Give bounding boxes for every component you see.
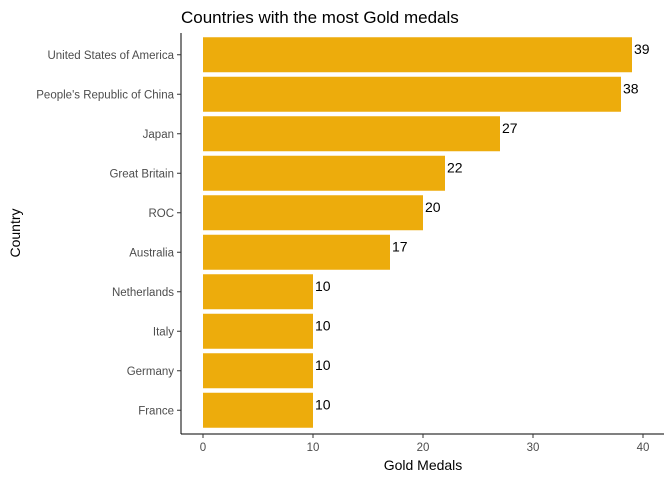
y-tick-label: ROC [148, 208, 174, 220]
bar [203, 392, 313, 428]
plot-area: 39 38 27 22 20 17 10 10 10 10 [203, 37, 650, 428]
y-tick-label: Australia [129, 247, 174, 259]
data-label: 22 [447, 159, 463, 175]
y-tick-label: People's Republic of China [36, 89, 174, 101]
data-label: 10 [315, 317, 331, 333]
bar [203, 353, 313, 389]
y-tick-label: Great Britain [109, 168, 174, 180]
x-tick-label: 20 [417, 442, 430, 454]
bar [203, 234, 390, 270]
bar [203, 116, 500, 152]
data-label: 17 [392, 238, 408, 254]
data-label: 10 [315, 396, 331, 412]
data-label: 10 [315, 357, 331, 373]
y-axis-title: Country [7, 208, 23, 257]
bar [203, 155, 445, 191]
y-tick-label: Japan [143, 129, 174, 141]
x-tick-label: 10 [307, 442, 320, 454]
y-tick-label: Netherlands [112, 287, 174, 299]
bar [203, 76, 621, 112]
x-axis-ticks: 0 10 20 30 40 [200, 434, 650, 454]
x-axis-title: Gold Medals [384, 457, 463, 473]
x-tick-label: 0 [200, 442, 206, 454]
bar [203, 195, 423, 231]
data-label: 38 [623, 80, 639, 96]
y-tick-label: Italy [153, 326, 174, 338]
chart-title: Countries with the most Gold medals [181, 8, 459, 27]
x-tick-label: 30 [527, 442, 540, 454]
data-label: 10 [315, 278, 331, 294]
bar [203, 274, 313, 310]
y-axis-ticks: United States of America People's Republi… [36, 50, 181, 417]
x-tick-label: 40 [637, 442, 650, 454]
data-label: 20 [425, 199, 441, 215]
bar [203, 313, 313, 349]
y-tick-label: United States of America [47, 50, 174, 62]
y-tick-label: France [138, 405, 174, 417]
data-label: 27 [502, 120, 518, 136]
data-label: 39 [634, 41, 650, 57]
y-tick-label: Germany [127, 366, 175, 378]
bar [203, 37, 632, 73]
